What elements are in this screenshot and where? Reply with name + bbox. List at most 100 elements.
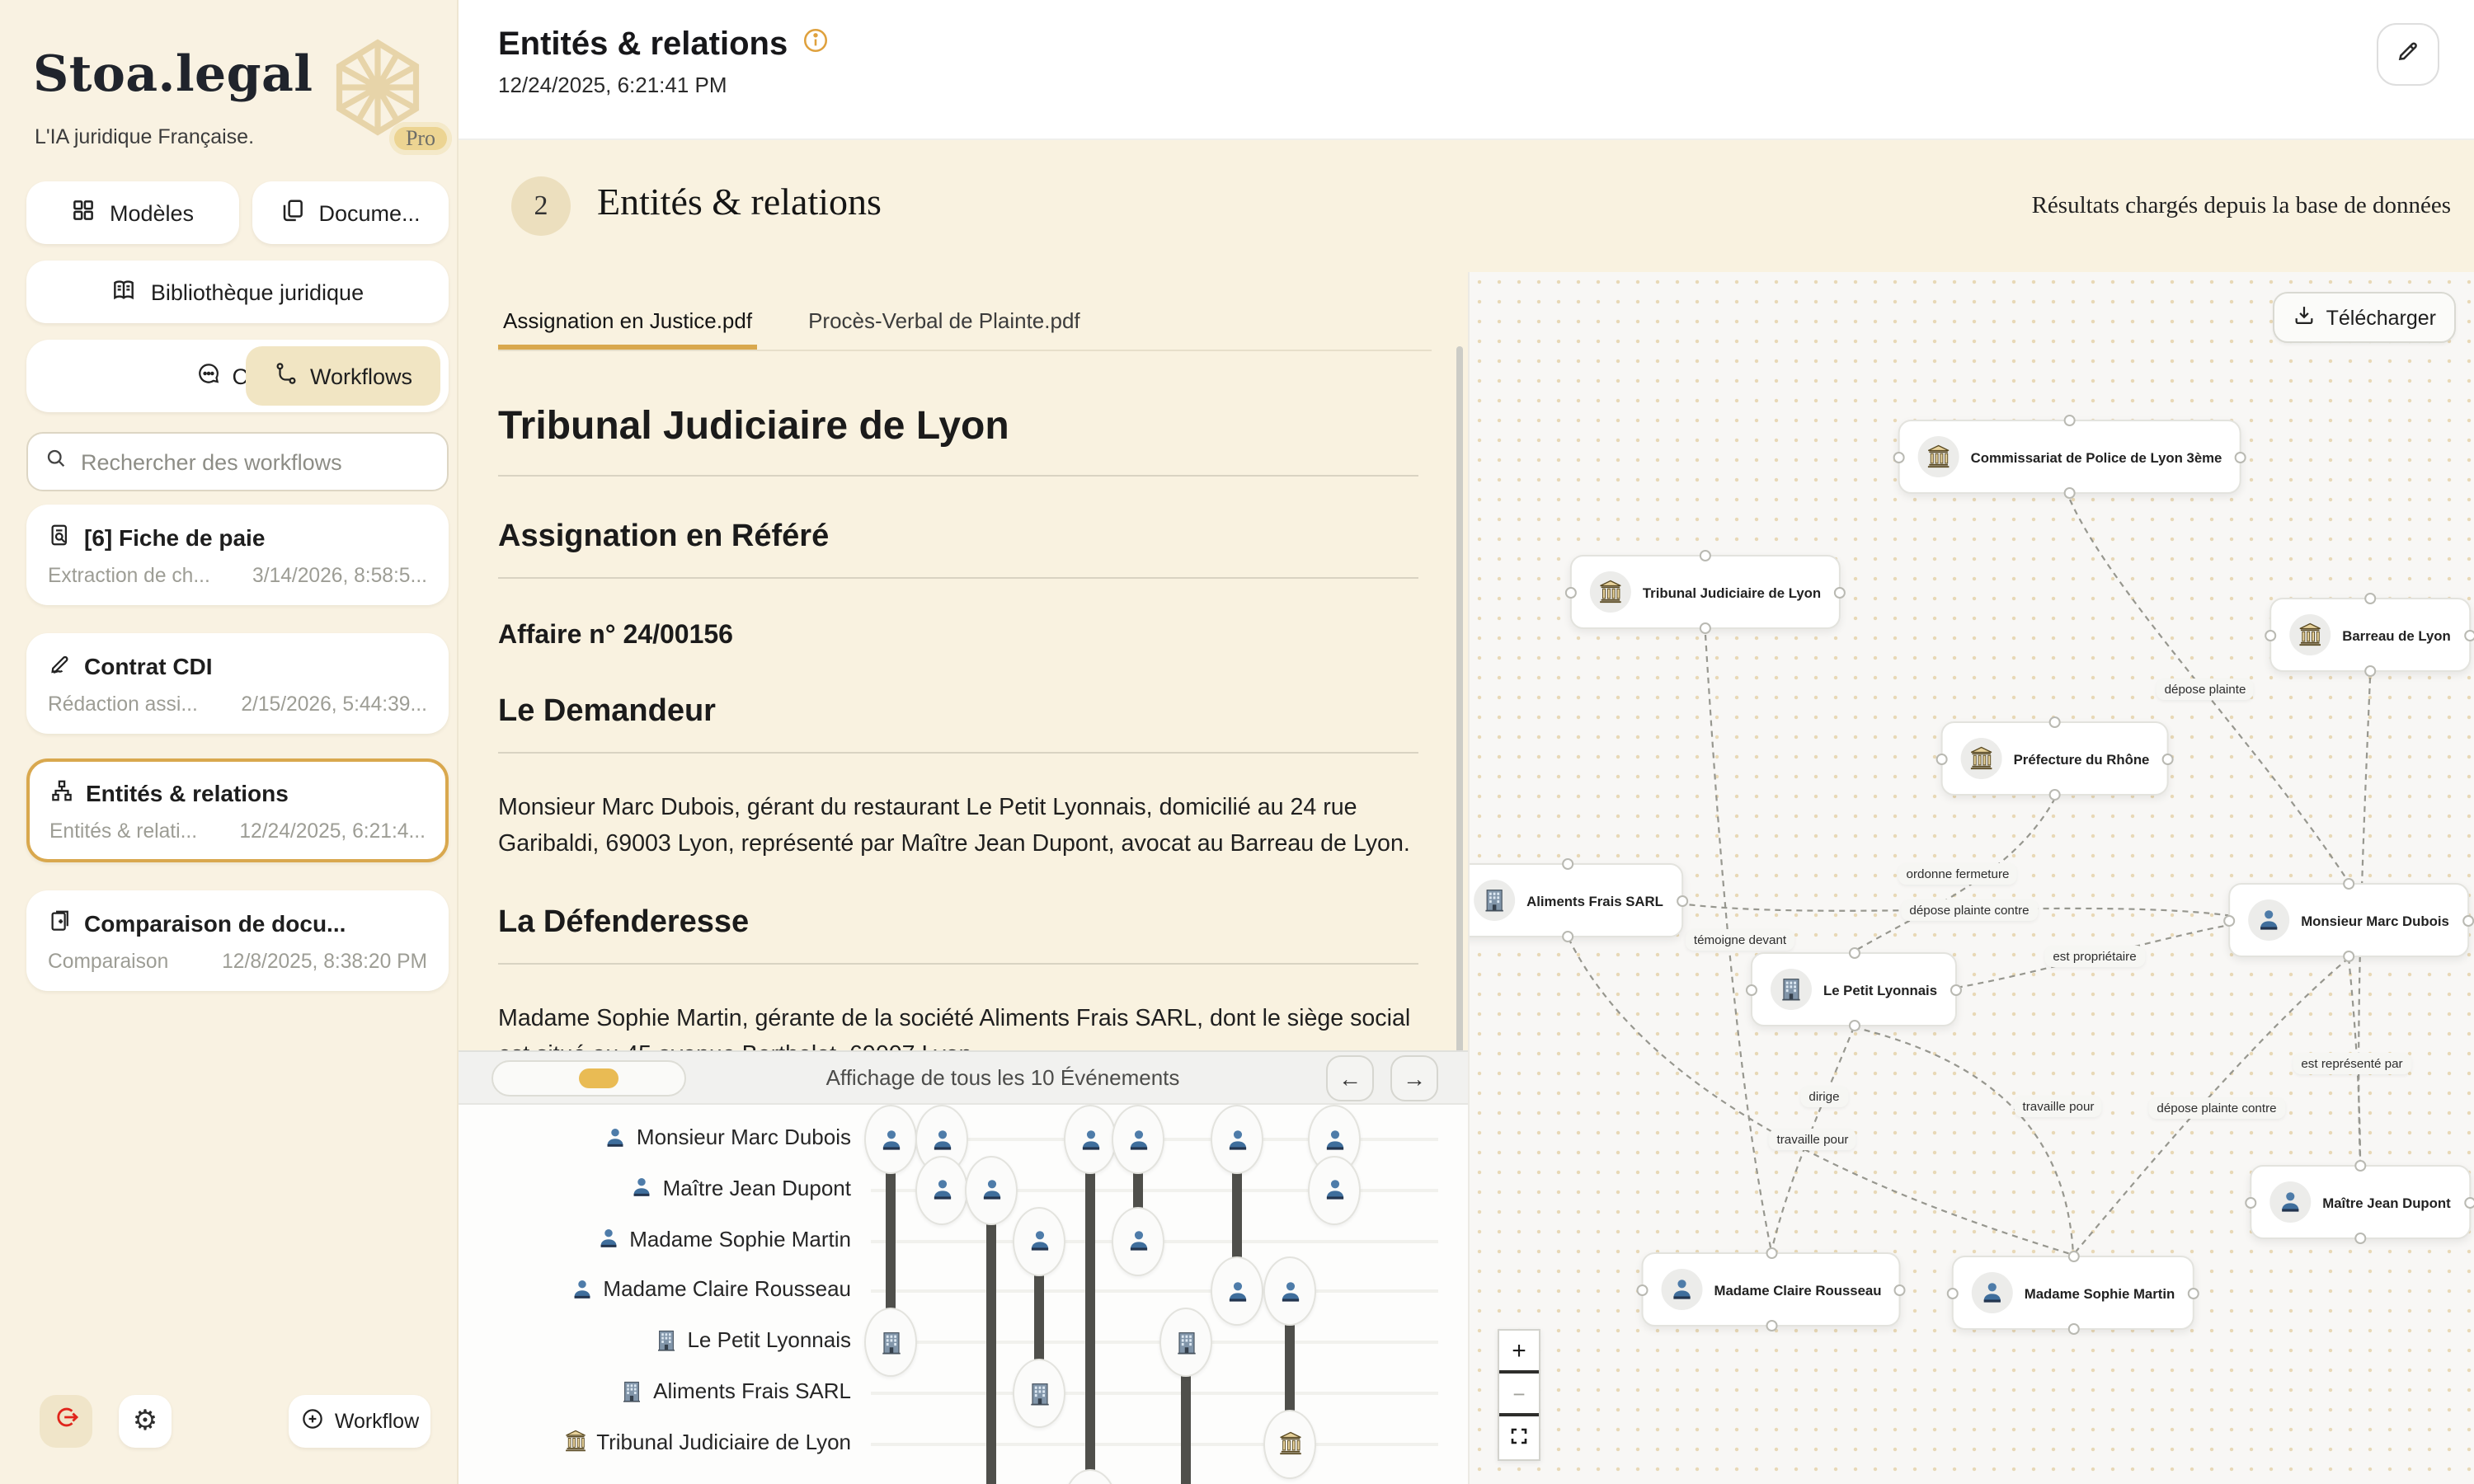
node-handle[interactable] bbox=[1893, 451, 1905, 463]
graph-node[interactable]: Madame Sophie Martin bbox=[1946, 1251, 2200, 1335]
timeline-event-marker[interactable] bbox=[864, 1105, 917, 1174]
node-handle[interactable] bbox=[2162, 753, 2175, 764]
sidebar-item-models[interactable]: Modèles bbox=[26, 181, 239, 244]
graph-node[interactable]: Maître Jean Dupont bbox=[2245, 1160, 2474, 1244]
timeline-event-marker[interactable] bbox=[1064, 1469, 1117, 1484]
search-input[interactable] bbox=[81, 449, 430, 474]
timeline-event-marker[interactable] bbox=[1211, 1256, 1263, 1327]
node-handle[interactable] bbox=[1848, 1020, 1860, 1031]
workflow-card-comparaison[interactable]: Comparaison de docu... Comparaison 12/8/2… bbox=[26, 890, 449, 991]
workflow-card-entites-relations[interactable]: Entités & relations Entités & relati... 1… bbox=[26, 758, 449, 862]
graph-node[interactable]: Monsieur Marc Dubois bbox=[2223, 878, 2474, 962]
node-handle[interactable] bbox=[2223, 914, 2236, 926]
new-workflow-button[interactable]: Workflow bbox=[289, 1395, 430, 1448]
node-handle[interactable] bbox=[2265, 629, 2277, 641]
node-handle[interactable] bbox=[2462, 914, 2474, 926]
node-handle[interactable] bbox=[1563, 858, 1574, 870]
tab-assignation[interactable]: Assignation en Justice.pdf bbox=[498, 302, 758, 350]
node-handle[interactable] bbox=[2067, 1323, 2079, 1335]
timeline-event-marker[interactable] bbox=[1112, 1105, 1164, 1174]
timeline-event-marker[interactable] bbox=[1013, 1359, 1065, 1429]
timeline-event-bar[interactable] bbox=[986, 1190, 996, 1484]
node-handle[interactable] bbox=[2364, 665, 2376, 677]
graph-node[interactable]: Préfecture du Rhône bbox=[1935, 716, 2175, 801]
graph-node[interactable]: Barreau de Lyon bbox=[2265, 593, 2474, 677]
workflow-card-fiche-de-paie[interactable]: [6] Fiche de paie Extraction de ch... 3/1… bbox=[26, 505, 449, 605]
timeline-event-marker[interactable] bbox=[864, 1308, 917, 1378]
timeline-event-marker[interactable] bbox=[1308, 1155, 1361, 1225]
logout-button[interactable] bbox=[40, 1395, 92, 1448]
settings-button[interactable]: ⚙ bbox=[119, 1395, 172, 1448]
node-handle[interactable] bbox=[1700, 550, 1711, 561]
node-handle[interactable] bbox=[1563, 931, 1574, 942]
edit-button[interactable] bbox=[2377, 23, 2439, 86]
timeline-event-marker[interactable] bbox=[915, 1155, 968, 1225]
timeline-event-marker[interactable] bbox=[965, 1155, 1018, 1225]
graph-node[interactable]: Commissariat de Police de Lyon 3ème bbox=[1893, 415, 2247, 499]
document-scrollbar[interactable] bbox=[1456, 346, 1463, 1064]
timeline-event-bar[interactable] bbox=[1285, 1291, 1295, 1444]
workflow-card-contrat-cdi[interactable]: Contrat CDI Rédaction assi... 2/15/2026, … bbox=[26, 633, 449, 734]
tab-workflows[interactable]: Workflows bbox=[246, 346, 440, 406]
timeline-event-bar[interactable] bbox=[1181, 1342, 1191, 1484]
timeline-row-label: Aliments Frais SARL bbox=[620, 1378, 851, 1403]
timeline-event-marker[interactable] bbox=[1263, 1256, 1316, 1327]
node-handle[interactable] bbox=[1834, 586, 1846, 598]
timeline-event-marker[interactable] bbox=[1211, 1105, 1263, 1174]
graph-edge[interactable] bbox=[1853, 797, 2056, 952]
graph-edge[interactable] bbox=[1568, 937, 2074, 1256]
node-handle[interactable] bbox=[1564, 586, 1577, 598]
node-handle[interactable] bbox=[2235, 451, 2247, 463]
node-handle[interactable] bbox=[2063, 487, 2076, 499]
node-handle[interactable] bbox=[2463, 629, 2474, 641]
node-handle[interactable] bbox=[1950, 984, 1963, 995]
node-handle[interactable] bbox=[1636, 1284, 1649, 1295]
node-handle[interactable] bbox=[2063, 415, 2076, 426]
node-handle[interactable] bbox=[1935, 753, 1948, 764]
timeline-event-bar[interactable] bbox=[886, 1139, 896, 1343]
node-handle[interactable] bbox=[1765, 1320, 1777, 1331]
graph-node[interactable]: Tribunal Judiciaire de Lyon bbox=[1564, 550, 1846, 634]
graph-node[interactable]: Aliments Frais SARL bbox=[1470, 858, 1688, 942]
zoom-in-button[interactable]: + bbox=[1499, 1331, 1539, 1374]
node-handle[interactable] bbox=[2245, 1196, 2257, 1208]
timeline-event-bar[interactable] bbox=[1085, 1139, 1095, 1484]
sidebar-item-documents[interactable]: Docume... bbox=[252, 181, 449, 244]
node-handle[interactable] bbox=[1700, 622, 1711, 634]
graph-node[interactable]: Le Petit Lyonnais bbox=[1745, 947, 1963, 1031]
node-handle[interactable] bbox=[2463, 1196, 2474, 1208]
node-handle[interactable] bbox=[2067, 1251, 2079, 1262]
info-icon[interactable] bbox=[801, 26, 829, 64]
sidebar-item-library[interactable]: Bibliothèque juridique bbox=[26, 261, 449, 323]
node-handle[interactable] bbox=[1765, 1247, 1777, 1259]
timeline-event-marker[interactable] bbox=[1159, 1308, 1212, 1378]
timeline-prev-button[interactable]: ← bbox=[1326, 1055, 1374, 1101]
node-handle[interactable] bbox=[2049, 716, 2061, 728]
timeline-event-bar[interactable] bbox=[1034, 1241, 1044, 1394]
graph-edge[interactable] bbox=[1853, 1026, 2075, 1256]
timeline-event-marker[interactable] bbox=[1112, 1206, 1164, 1276]
download-button[interactable]: Télécharger bbox=[2273, 292, 2456, 343]
node-handle[interactable] bbox=[1745, 984, 1757, 995]
node-handle[interactable] bbox=[1848, 947, 1860, 959]
node-handle[interactable] bbox=[1676, 895, 1688, 906]
node-handle[interactable] bbox=[2364, 593, 2376, 604]
node-handle[interactable] bbox=[2354, 1233, 2366, 1244]
node-handle[interactable] bbox=[2188, 1287, 2200, 1298]
timeline-event-marker[interactable] bbox=[1263, 1409, 1316, 1479]
timeline-next-button[interactable]: → bbox=[1390, 1055, 1438, 1101]
node-handle[interactable] bbox=[2343, 951, 2354, 962]
tab-proces-verbal[interactable]: Procès-Verbal de Plainte.pdf bbox=[808, 308, 1080, 333]
timeline-event-marker[interactable] bbox=[1013, 1206, 1065, 1276]
graph-node[interactable]: Madame Claire Rousseau bbox=[1636, 1247, 1907, 1331]
timeline-event-bar[interactable] bbox=[1232, 1139, 1242, 1292]
node-handle[interactable] bbox=[1894, 1284, 1907, 1295]
node-handle[interactable] bbox=[2343, 878, 2354, 890]
node-handle[interactable] bbox=[2049, 789, 2061, 801]
timeline-toggle[interactable] bbox=[492, 1060, 686, 1097]
fit-view-button[interactable] bbox=[1499, 1416, 1539, 1459]
node-handle[interactable] bbox=[1946, 1287, 1959, 1298]
timeline-event-marker[interactable] bbox=[1064, 1105, 1117, 1174]
zoom-out-button[interactable]: − bbox=[1499, 1374, 1539, 1416]
node-handle[interactable] bbox=[2354, 1160, 2366, 1172]
